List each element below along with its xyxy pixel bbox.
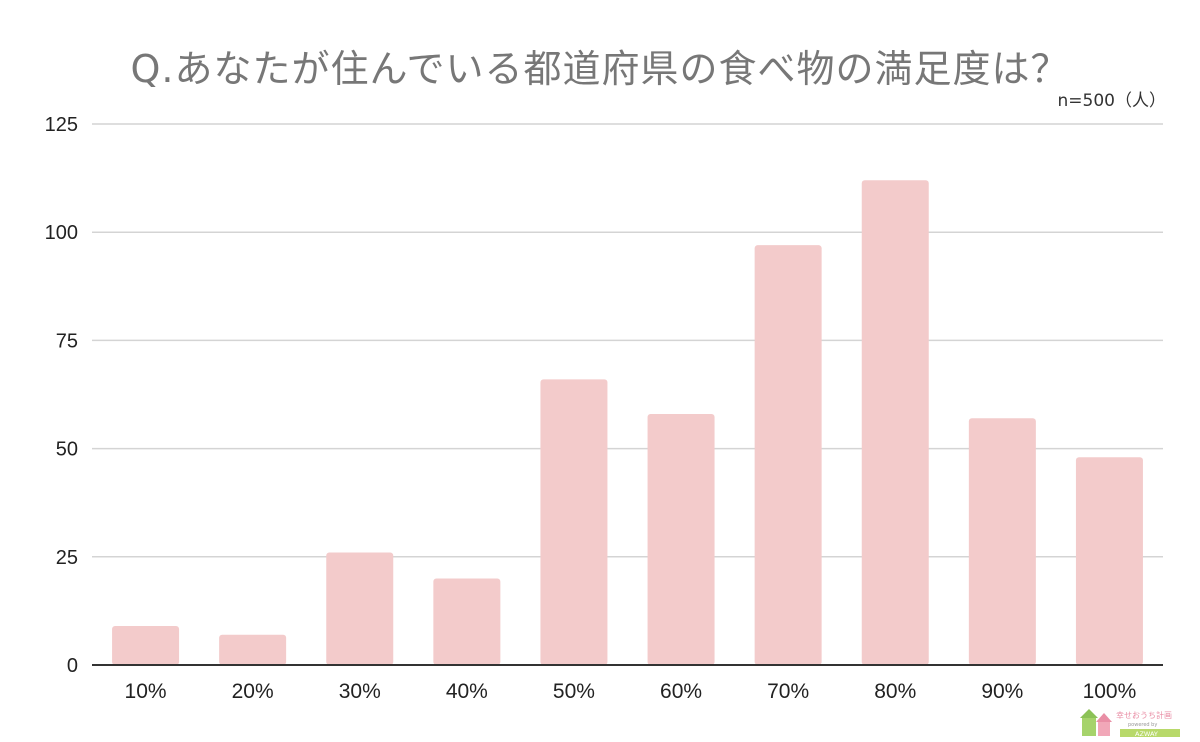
bar — [112, 626, 180, 665]
bar — [540, 379, 608, 665]
y-tick-label: 25 — [56, 547, 78, 569]
y-tick-label: 75 — [56, 330, 78, 352]
bar — [433, 578, 501, 665]
bars — [112, 180, 1143, 665]
y-axis-ticks: 0 25 50 75 100 125 — [45, 114, 78, 677]
bar — [968, 418, 1036, 665]
y-tick-label: 50 — [56, 439, 78, 461]
x-tick-label: 80% — [874, 680, 916, 703]
x-tick-label: 30% — [339, 680, 381, 703]
bar — [647, 413, 715, 665]
logo-text-top: 幸せおうち計画 — [1116, 710, 1172, 720]
x-tick-label: 60% — [660, 680, 702, 703]
bar — [326, 552, 394, 665]
bar — [754, 245, 822, 665]
logo-text-bottom: AZWAY — [1135, 730, 1158, 738]
y-tick-label: 100 — [45, 222, 78, 244]
logo-house-pink-icon — [1098, 720, 1110, 736]
y-tick-label: 0 — [67, 655, 78, 677]
x-tick-label: 20% — [232, 680, 274, 703]
x-tick-label: 90% — [981, 680, 1023, 703]
logo-badge — [1120, 729, 1180, 737]
bar — [219, 634, 287, 665]
sample-size-note: n=500（人） — [1057, 91, 1166, 111]
x-tick-label: 40% — [446, 680, 488, 703]
y-tick-label: 125 — [45, 114, 78, 136]
x-tick-label: 50% — [553, 680, 595, 703]
logo-roof-pink-icon — [1096, 713, 1112, 722]
bar — [861, 180, 929, 665]
x-tick-label: 10% — [125, 680, 167, 703]
logo-roof-green-icon — [1080, 709, 1098, 718]
bar — [1075, 457, 1143, 665]
logo-text-mid: powered by — [1128, 722, 1157, 728]
brand-logo: 幸せおうち計画 powered by AZWAY — [1080, 709, 1180, 738]
x-axis-ticks: 10% 20% 30% 40% 50% 60% 70% 80% 90% 100% — [125, 680, 1137, 703]
x-tick-label: 100% — [1083, 680, 1137, 703]
chart-title: Q.あなたが住んでいる都道府県の食べ物の満足度は？ — [130, 47, 1070, 91]
logo-house-green-icon — [1082, 716, 1096, 736]
x-tick-label: 70% — [767, 680, 809, 703]
